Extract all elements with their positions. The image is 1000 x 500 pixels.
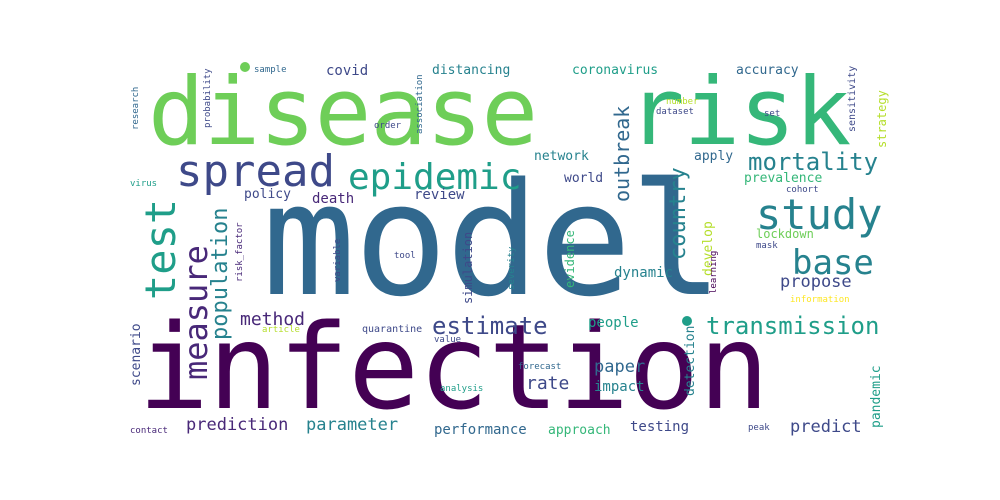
word-analysis: analysis bbox=[440, 384, 484, 394]
word-rate: rate bbox=[526, 373, 570, 394]
word-approach: approach bbox=[548, 423, 611, 438]
word-evidence: evidence bbox=[563, 230, 577, 288]
word-parameter: parameter bbox=[306, 415, 399, 435]
word-risk: risk bbox=[628, 58, 851, 167]
word-coronavirus: coronavirus bbox=[572, 63, 659, 78]
word-base: base bbox=[792, 243, 874, 283]
word-tool: tool bbox=[394, 251, 416, 261]
word-scenario: scenario bbox=[129, 323, 144, 386]
word-death: death bbox=[312, 191, 355, 207]
word-quarantine: quarantine bbox=[362, 324, 423, 335]
word-number: number bbox=[666, 97, 699, 107]
word-peak: peak bbox=[748, 423, 770, 433]
word-model: model bbox=[262, 149, 724, 331]
word-sensitivity: sensitivity bbox=[847, 65, 858, 132]
word-study: study bbox=[756, 190, 883, 239]
word-learning: learning bbox=[709, 250, 719, 294]
word-test: test bbox=[136, 198, 185, 300]
word-mortality: mortality bbox=[748, 148, 879, 176]
word-variable: variable bbox=[333, 238, 343, 282]
word-performance: performance bbox=[434, 422, 527, 438]
word-forecast: forecast bbox=[518, 362, 562, 372]
dot-mark bbox=[240, 62, 250, 72]
word-sample: sample bbox=[254, 65, 287, 75]
word-dynamic: dynamic bbox=[614, 265, 674, 281]
word-method: method bbox=[240, 309, 306, 330]
word-contact: contact bbox=[130, 426, 168, 436]
word-covid: covid bbox=[326, 63, 369, 79]
word-order: order bbox=[374, 121, 402, 131]
word-predict: predict bbox=[790, 417, 862, 437]
word-lockdown: lockdown bbox=[756, 227, 814, 241]
word-article: article bbox=[262, 325, 300, 335]
word-estimate: estimate bbox=[432, 312, 548, 340]
word-population: population bbox=[208, 207, 233, 340]
word-paper: paper bbox=[594, 357, 646, 377]
word-infection: infection bbox=[138, 298, 769, 436]
word-pandemic: pandemic bbox=[869, 365, 884, 428]
word-virus: virus bbox=[130, 179, 158, 189]
word-strategy: strategy bbox=[875, 90, 889, 148]
word-policy: policy bbox=[244, 187, 291, 202]
word-prediction: prediction bbox=[186, 415, 289, 435]
word-research: research bbox=[131, 86, 141, 130]
dot-mark bbox=[682, 316, 692, 326]
word-prevalence: prevalence bbox=[744, 171, 823, 186]
word-transmission: transmission bbox=[706, 312, 880, 340]
word-propose: propose bbox=[780, 272, 852, 292]
word-country: country bbox=[666, 167, 691, 260]
word-simulation: simulation bbox=[461, 231, 475, 304]
word-accuracy: accuracy bbox=[736, 63, 799, 78]
word-probability: probability bbox=[203, 68, 213, 128]
word-information: information bbox=[790, 295, 850, 305]
word-apply: apply bbox=[694, 149, 734, 164]
word-people: people bbox=[588, 315, 639, 331]
word-cohort: cohort bbox=[786, 185, 819, 195]
word-spread: spread bbox=[176, 146, 335, 197]
word-mask: mask bbox=[756, 241, 778, 251]
word-set: set bbox=[764, 109, 781, 119]
word-world: world bbox=[564, 171, 604, 186]
word-disease: disease bbox=[148, 58, 538, 167]
word-association: association bbox=[415, 74, 425, 134]
word-epidemic: epidemic bbox=[348, 157, 522, 198]
word-risk-factor: risk_factor bbox=[235, 222, 245, 282]
word-severity: severity bbox=[507, 246, 517, 290]
word-impact: impact bbox=[594, 379, 645, 395]
word-value: value bbox=[434, 335, 462, 345]
word-review: review bbox=[414, 187, 465, 203]
word-detection: detection bbox=[683, 325, 698, 396]
word-outbreak: outbreak bbox=[610, 105, 634, 202]
word-distancing: distancing bbox=[432, 63, 511, 78]
word-network: network bbox=[534, 149, 589, 164]
word-testing: testing bbox=[630, 419, 690, 435]
word-dataset: dataset bbox=[656, 107, 694, 117]
